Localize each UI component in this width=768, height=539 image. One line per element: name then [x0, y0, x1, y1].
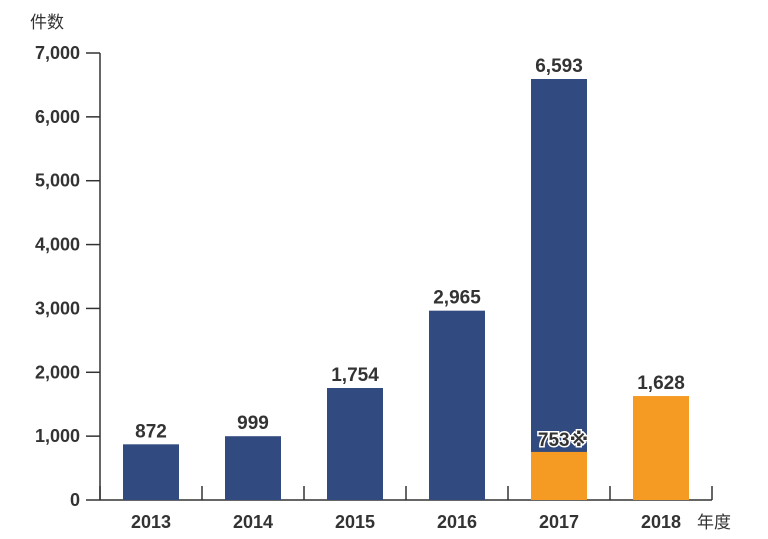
value-label-total-2016: 2,965 — [433, 288, 481, 309]
bar-total-2015 — [327, 387, 383, 500]
y-tick-label: 7,000 — [35, 43, 80, 63]
x-axis-title: 年度 — [697, 513, 731, 533]
y-tick-label: 1,000 — [35, 426, 80, 446]
value-label-highlighted-2018: 1,628 — [637, 373, 685, 394]
data-labels: 872 999 1,754 2,965 6,593 753※ 1,628 — [135, 56, 685, 452]
x-tick-label: 2018 — [641, 512, 681, 532]
bar-total-2014 — [225, 436, 281, 500]
value-label-total-2017: 6,593 — [535, 56, 583, 77]
value-label-total-2013: 872 — [135, 421, 167, 442]
y-tick-label: 5,000 — [35, 171, 80, 191]
bar-total-2013 — [123, 444, 179, 500]
x-axis: 2013 2014 2015 2016 2017 2018 — [99, 486, 713, 532]
y-axis: 0 1,000 2,000 3,000 4,000 5,000 6,000 7,000 — [35, 43, 101, 510]
x-tick-label: 2017 — [539, 512, 579, 532]
x-tick-label: 2015 — [335, 512, 375, 532]
bar-highlighted-2017 — [531, 451, 587, 500]
value-label-total-2014: 999 — [237, 413, 269, 434]
value-label-highlighted-2017: 753※ — [538, 430, 588, 451]
y-tick-label: 4,000 — [35, 235, 80, 255]
y-tick-label: 2,000 — [35, 362, 80, 382]
value-label-total-2015: 1,754 — [331, 365, 379, 386]
bar-total-2017 — [531, 78, 587, 500]
bar-total-2016 — [429, 310, 485, 500]
x-tick-label: 2013 — [131, 512, 171, 532]
y-tick-label: 0 — [70, 490, 80, 510]
y-tick-label: 6,000 — [35, 107, 80, 127]
x-tick-label: 2016 — [437, 512, 477, 532]
bar-highlighted-2018 — [633, 396, 689, 500]
x-tick-label: 2014 — [233, 512, 273, 532]
y-axis-title: 件数 — [30, 13, 64, 33]
bars — [123, 78, 689, 500]
y-tick-label: 3,000 — [35, 298, 80, 318]
